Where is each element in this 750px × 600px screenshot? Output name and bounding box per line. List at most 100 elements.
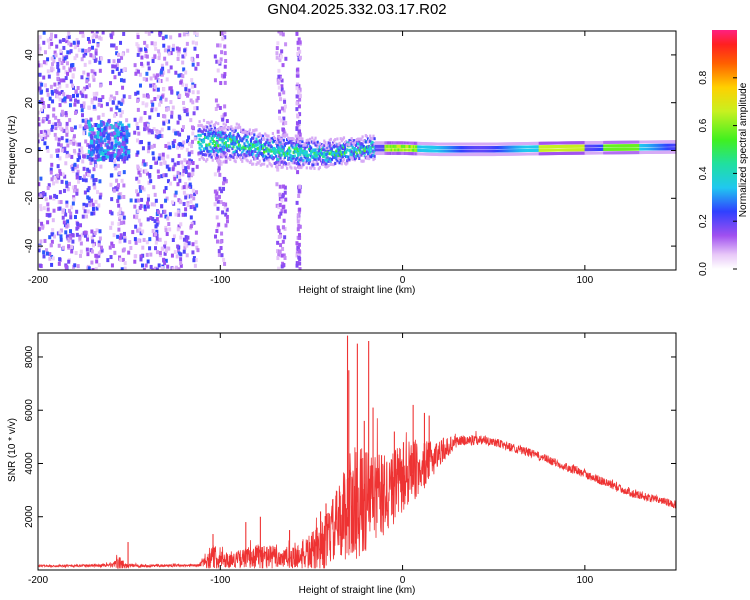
heatmap-cell	[117, 71, 121, 76]
heatmap-cell	[96, 154, 100, 159]
heatmap-cell	[123, 127, 127, 132]
heatmap-cell	[67, 41, 71, 46]
heatmap-cell	[85, 85, 89, 90]
heatmap-cell	[327, 148, 330, 152]
heatmap-cell	[160, 94, 164, 99]
heatmap-cell	[275, 46, 279, 51]
heatmap-cell	[143, 110, 147, 115]
heatmap-cell	[113, 75, 117, 80]
heatmap-cell	[298, 235, 302, 240]
heatmap-cell	[122, 31, 126, 36]
heatmap-cell	[136, 150, 140, 155]
heatmap-cell	[76, 43, 80, 48]
colorbar-gradient	[712, 30, 737, 269]
heatmap-cell	[115, 91, 119, 96]
heatmap-cell	[99, 122, 103, 127]
heatmap-cell	[220, 231, 224, 236]
heatmap-cell	[59, 48, 63, 53]
heatmap-cell	[297, 255, 301, 260]
heatmap-cell	[133, 214, 137, 219]
heatmap-cell	[286, 150, 289, 154]
heatmap-cell	[92, 104, 96, 109]
heatmap-cell	[122, 141, 126, 146]
heatmap-cell	[266, 156, 269, 160]
heatmap-cell	[281, 63, 285, 68]
heatmap-cell	[38, 46, 42, 51]
heatmap-cell	[301, 151, 304, 155]
heatmap-cell	[114, 143, 118, 148]
heatmap-cell	[148, 237, 152, 242]
heatmap-cell	[193, 46, 197, 51]
heatmap-cell	[190, 144, 194, 149]
heatmap-cell	[297, 194, 301, 199]
heatmap-cell	[256, 156, 259, 160]
heatmap-cell	[105, 122, 109, 127]
heatmap-cell	[163, 261, 167, 266]
heatmap-cell	[122, 78, 126, 83]
heatmap-cell	[119, 113, 123, 118]
heatmap-cell	[217, 59, 221, 64]
heatmap-cell	[42, 206, 46, 211]
heatmap-cell	[111, 100, 115, 105]
heatmap-cell	[90, 157, 94, 162]
heatmap-cell	[340, 162, 343, 166]
heatmap-cell	[295, 253, 299, 258]
heatmap-cell	[68, 233, 72, 238]
heatmap-cell	[172, 174, 176, 179]
heatmap-cell	[87, 105, 91, 110]
heatmap-cell	[174, 212, 178, 217]
heatmap-cell	[335, 152, 338, 156]
heatmap-cell	[189, 205, 193, 210]
heatmap-cell	[89, 143, 93, 148]
heatmap-cell	[94, 122, 98, 127]
heatmap-cell	[295, 101, 299, 106]
heatmap-cell	[295, 94, 299, 99]
heatmap-cell	[65, 264, 69, 269]
heatmap-cell	[338, 161, 341, 165]
heatmap-cell	[118, 235, 122, 240]
heatmap-cell	[76, 99, 80, 104]
heatmap-cell	[277, 214, 281, 219]
heatmap-cell	[94, 267, 98, 270]
heatmap-cell	[80, 108, 84, 113]
heatmap-cell	[237, 154, 241, 158]
heatmap-cell	[185, 147, 189, 152]
heatmap-cell	[351, 146, 354, 150]
heatmap-cell	[220, 253, 224, 258]
heatmap-cell	[177, 212, 181, 217]
heatmap-cell	[39, 193, 43, 198]
colorbar-tick-label: 0.6	[698, 118, 709, 132]
heatmap-cell	[61, 172, 65, 177]
heatmap-cell	[172, 144, 176, 149]
heatmap-cell	[46, 202, 50, 207]
heatmap-cell	[122, 183, 126, 188]
heatmap-cell	[292, 146, 295, 150]
heatmap-cell	[368, 148, 371, 152]
heatmap-cell	[323, 154, 326, 158]
heatmap-cell	[276, 80, 280, 85]
heatmap-cell	[185, 193, 189, 198]
heatmap-cell	[183, 245, 187, 250]
heatmap-cell	[217, 160, 220, 164]
heatmap-cell	[68, 103, 72, 108]
heatmap-cell	[169, 35, 173, 40]
heatmap-cell	[78, 236, 82, 241]
heatmap-cell	[43, 192, 47, 197]
heatmap-cell	[187, 172, 191, 177]
heatmap-cell	[99, 156, 103, 161]
heatmap-cell	[195, 32, 199, 37]
heatmap-cell	[75, 232, 79, 237]
heatmap-cell	[256, 142, 259, 146]
heatmap-cell	[215, 59, 219, 64]
heatmap-cell	[276, 256, 280, 261]
heatmap-cell	[288, 152, 291, 156]
heatmap-cell	[154, 134, 158, 139]
heatmap-cell	[97, 102, 101, 107]
heatmap-cell	[154, 107, 158, 112]
heatmap-cell	[87, 266, 91, 270]
heatmap-cell	[348, 143, 351, 147]
heatmap-cell	[211, 141, 214, 145]
heatmap-cell	[297, 37, 301, 42]
heatmap-cell	[53, 132, 57, 137]
snr-xtick-label: 0	[400, 575, 406, 586]
